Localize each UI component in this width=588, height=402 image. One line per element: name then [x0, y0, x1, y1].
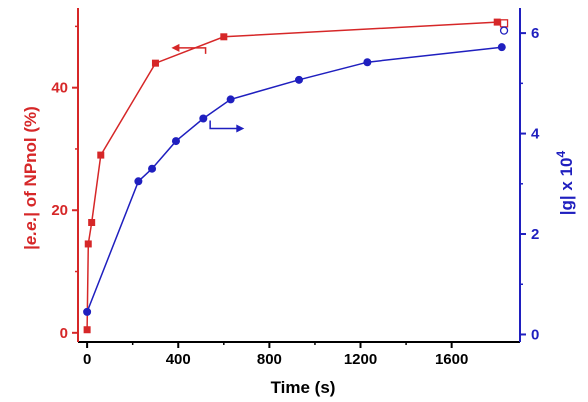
- right-axis-arrow: [209, 120, 245, 133]
- data-point-left: [88, 218, 96, 226]
- y-right-tick-label: 0: [531, 326, 539, 343]
- left-axis-arrow: [171, 43, 207, 54]
- data-point-right: [199, 114, 208, 123]
- y-left-tick-label: 20: [51, 202, 68, 219]
- y-left-title-suffix: | of NPnol (%): [21, 106, 40, 217]
- data-point-left: [493, 18, 501, 26]
- data-point-right: [226, 95, 235, 104]
- x-tick-label: 0: [83, 351, 91, 368]
- series-line-right: [86, 46, 502, 313]
- x-tick-label: 1200: [344, 351, 377, 368]
- right-axis-arrow-shaft: [209, 120, 239, 130]
- series-layer: [83, 18, 506, 334]
- data-point-left: [83, 326, 91, 334]
- y-left-title-prefix: |: [21, 245, 40, 250]
- x-tick-label: 800: [257, 351, 282, 368]
- series-line-left: [86, 21, 498, 330]
- data-point-left: [97, 151, 105, 159]
- y-right-tick-label: 4: [531, 126, 540, 143]
- data-point-right: [83, 307, 92, 316]
- y-left-title-italic: e.e.: [21, 217, 40, 245]
- x-axis-title: Time (s): [271, 378, 336, 397]
- open-circle-marker: [499, 26, 509, 35]
- data-point-right: [363, 58, 372, 67]
- y-left-tick-label: 40: [51, 80, 68, 97]
- left-axis-arrow-shaft: [177, 47, 207, 54]
- y-left-axis-title: |e.e.| of NPnol (%): [21, 106, 40, 250]
- data-point-left: [84, 240, 92, 248]
- data-point-left: [220, 33, 228, 41]
- x-tick-label: 1600: [435, 351, 468, 368]
- left-axis-arrow-head: [171, 43, 180, 52]
- y-right-axis-title: |g| x 104: [554, 150, 576, 215]
- y-right-tick-label: 2: [531, 226, 539, 243]
- data-point-right: [497, 43, 506, 52]
- annotations: [171, 19, 509, 133]
- y-left-tick-label: 0: [60, 325, 68, 342]
- right-axis-arrow-head: [236, 124, 245, 133]
- data-point-left: [151, 59, 159, 67]
- open-square-marker: [499, 19, 509, 28]
- data-point-right: [148, 164, 157, 173]
- data-point-right: [295, 75, 303, 84]
- x-tick-label: 400: [166, 351, 191, 368]
- y-right-title-main: |g| x 10: [557, 157, 576, 215]
- y-right-title-exp: 4: [554, 150, 568, 157]
- y-right-tick-label: 6: [531, 25, 539, 42]
- data-point-right: [171, 137, 180, 146]
- data-point-right: [134, 177, 143, 186]
